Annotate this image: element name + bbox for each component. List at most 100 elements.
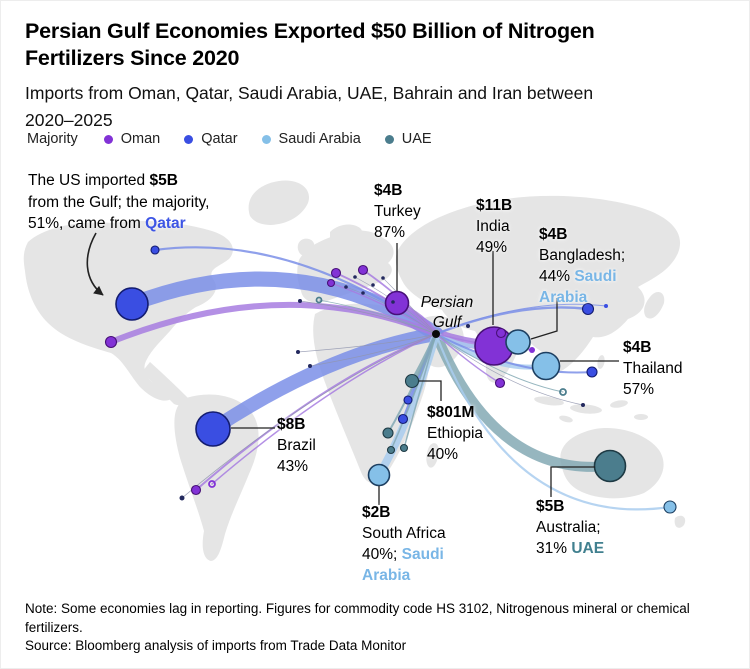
minor-point [208,480,216,488]
uae-color-dot-icon [384,134,394,144]
flow-minor [108,301,439,345]
label-australia: $5B Australia; 31% UAE [536,498,605,557]
minor-point [466,324,470,328]
minor-point [361,291,365,295]
minor-point [559,388,567,396]
flow-minor [435,333,584,406]
flow-minor [390,333,437,451]
legend: Majority Oman Qatar Saudi Arabia UAE [27,131,456,147]
legend-item-saudi-arabia: Saudi Arabia [261,131,361,147]
central-america [142,362,188,406]
persian-gulf-hub-dot [432,330,440,338]
minor-point [298,299,302,303]
minor-point [403,395,413,405]
minor-point [326,278,336,288]
flow-minor [403,333,437,449]
bubble-us [115,287,149,321]
legend-item-oman: Oman [103,131,160,147]
minor-point [494,377,506,389]
indonesia-island [610,400,628,408]
minor-point [663,500,677,514]
import-bubbles-layer [104,245,677,514]
japan [644,292,665,319]
saudi-arabia-color-dot-icon [261,134,271,144]
indonesia-island [559,415,573,423]
bubble-australia [593,449,627,483]
legend-title: Majority [27,131,78,147]
page-subtitle: Imports from Oman, Qatar, Saudi Arabia, … [25,83,594,130]
bubble-southafrica [367,463,391,487]
minor-point [353,275,357,279]
flow-minor [434,332,672,511]
minor-point [604,304,608,308]
flow-minor [435,333,564,393]
minor-point [581,403,585,407]
minor-point [371,283,375,287]
continent-south-america [174,394,259,561]
minor-point [391,300,395,304]
minor-point [296,350,300,354]
flow-minor [211,333,437,485]
minor-point [308,364,312,368]
continent-greenland [248,180,310,225]
indonesia-island [534,396,564,406]
annotation-arrow [86,232,104,296]
minor-point [150,245,160,255]
indonesia-island [634,414,648,420]
connector-ethiopia [419,380,442,401]
bubble-bangladesh [505,329,531,355]
minor-point [586,366,598,378]
label-south-africa: $2B South Africa 40%; Saudi Arabia [362,504,446,584]
minor-point [330,267,342,279]
persian-gulf-label: Persian Gulf [420,294,474,331]
flow-minor [195,333,437,491]
minor-point [381,276,385,280]
bubble-ethiopia [404,373,420,389]
label-india: $11B India 49% [476,197,513,256]
flow-minor [318,299,437,335]
label-brazil: $8B Brazil 43% [277,416,316,475]
oman-color-dot-icon [103,134,113,144]
flow-minor [299,300,437,335]
minor-point [357,264,369,276]
legend-item-uae: UAE [384,131,432,147]
continent-asia [395,195,681,383]
minor-point [397,413,409,425]
british-isles [297,238,315,256]
madagascar [426,443,439,468]
scandinavia [330,224,363,251]
minor-point [344,285,348,289]
us-annotation: The US imported $5B from the Gulf; the m… [28,172,210,232]
bubble-thailand [531,351,561,381]
minor-point [104,335,118,349]
minor-point [399,443,409,453]
flow-minor [181,333,437,499]
label-bangladesh: $4B Bangladesh; 44% Saudi Arabia [539,226,626,306]
flow-minor [435,333,501,384]
label-thailand: $4B Thailand 57% [623,339,683,398]
label-connectors-layer [86,232,619,505]
qatar-color-dot-icon [184,134,194,144]
minor-point [386,445,396,455]
minor-point [495,327,507,339]
footer-note: Note: Some economies lag in reporting. F… [25,600,690,656]
minor-point [179,495,185,501]
new-zealand [674,515,686,528]
legend-item-qatar: Qatar [184,131,238,147]
bubble-brazil [195,411,231,447]
source-line: Source: Bloomberg analysis of imports fr… [25,638,407,653]
minor-point [315,296,323,304]
label-turkey: $4B Turkey 87% [374,182,421,241]
bubble-turkey [384,290,410,316]
minor-point [382,427,394,439]
connector-bangladesh [530,298,558,340]
page-title: Persian Gulf Economies Exported $50 Bill… [25,19,595,70]
flow-minor [309,333,437,367]
connector-australia [550,466,595,497]
philippines [597,355,605,369]
minor-point [529,347,535,353]
label-ethiopia: $801M Ethiopia 40% [427,404,484,463]
minor-point [581,302,595,316]
